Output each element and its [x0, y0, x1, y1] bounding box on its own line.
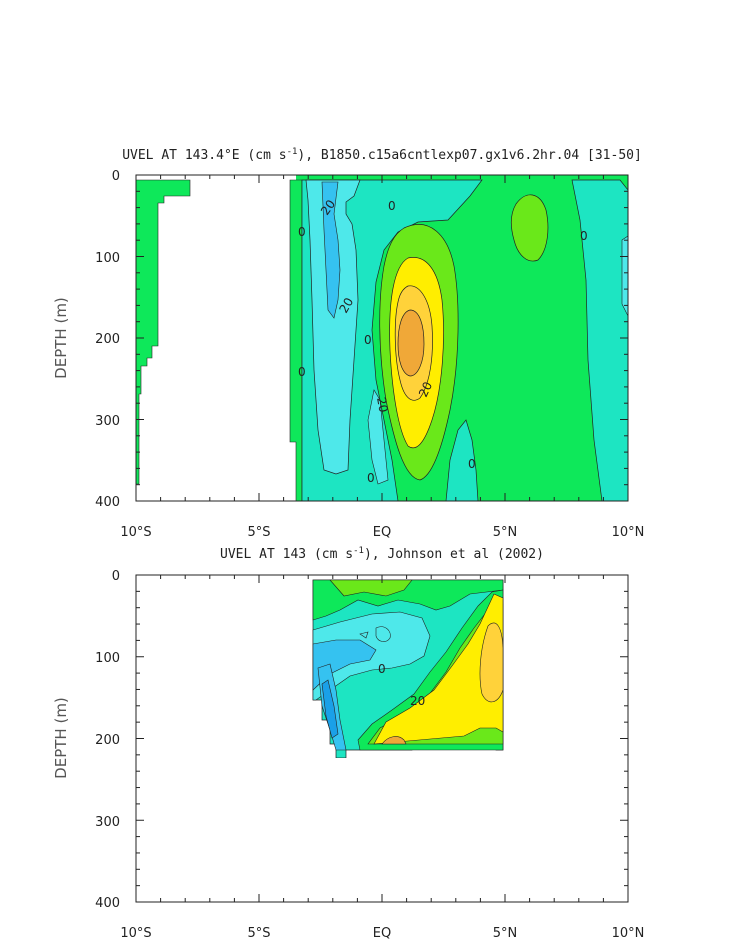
contour-blob [359, 631, 369, 639]
x-tick-label: 5°N [493, 525, 518, 540]
field-neg-deepest [321, 679, 339, 739]
x-tick-label: 10°S [120, 926, 151, 941]
field-neg-mid-west [312, 639, 377, 691]
bottom-y-ticks: 0 100 200 300 400 [95, 569, 120, 911]
y-tick-label: 400 [95, 495, 120, 510]
top-panel: UVEL AT 143.4°E (cm s-1), B1850.c15a6cnt… [52, 147, 644, 540]
y-tick-label: 300 [95, 815, 120, 830]
bottom-ticks [135, 574, 629, 903]
field-pos-core-bottom [381, 736, 407, 745]
x-tick-label: 5°S [247, 926, 270, 941]
contour-label: 0 [298, 365, 306, 379]
y-tick-label: 0 [112, 169, 120, 184]
field-pos-high-diag [373, 593, 504, 745]
top-ticks [135, 174, 629, 502]
contour-blob [375, 626, 391, 642]
field-west-wedge [136, 179, 191, 485]
x-tick-label: EQ [373, 525, 391, 540]
x-tick-label: 5°N [493, 926, 518, 941]
contour-label: 0 [388, 199, 396, 213]
y-tick-label: 0 [112, 569, 120, 584]
bottom-y-axis-label: DEPTH (m) [52, 697, 70, 779]
top-contour-field [136, 175, 628, 501]
x-tick-label: 10°S [120, 525, 151, 540]
top-y-axis-label: DEPTH (m) [52, 297, 70, 379]
y-tick-label: 100 [95, 651, 120, 666]
contour-label: 20 [416, 380, 435, 400]
contour-label: 20 [336, 295, 356, 315]
y-tick-label: 100 [95, 251, 120, 266]
y-tick-label: 400 [95, 896, 120, 911]
field-pos-higher-diag [479, 622, 504, 703]
bottom-contour-field [136, 579, 628, 902]
field-near-zero-east [571, 179, 628, 501]
bottom-panel-title: UVEL AT 143 (cm s-1), Johnson et al (200… [220, 546, 544, 562]
y-tick-label: 200 [95, 332, 120, 347]
y-tick-label: 200 [95, 733, 120, 748]
contour-label: 20 [374, 396, 390, 413]
field-neg-light [305, 179, 361, 475]
field-near-zero-lobe [445, 419, 479, 501]
top-y-ticks: 0 100 200 300 400 [95, 169, 120, 510]
field-neg-light-east [621, 235, 628, 317]
y-tick-label: 300 [95, 414, 120, 429]
top-panel-title: UVEL AT 143.4°E (cm s-1), B1850.c15a6cnt… [122, 147, 642, 163]
field-pos-core [397, 309, 425, 377]
field-neg-light-lobe [367, 389, 389, 485]
bottom-x-ticks: 10°S 5°S EQ 5°N 10°N [120, 926, 644, 941]
bottom-panel: UVEL AT 143 (cm s-1), Johnson et al (200… [52, 546, 644, 941]
contour-label: 0 [468, 457, 476, 471]
x-tick-label: 10°N [612, 926, 645, 941]
top-x-ticks: 10°S 5°S EQ 5°N 10°N [120, 525, 644, 540]
field-neg-mid [321, 181, 341, 319]
field-pos-mid-top [329, 579, 413, 597]
land-mask-bottom [136, 758, 628, 902]
x-tick-label: 10°N [612, 525, 645, 540]
field-pos-mid-north [510, 194, 549, 262]
contour-label: 0 [364, 333, 372, 347]
x-tick-label: 5°S [247, 525, 270, 540]
x-tick-label: EQ [373, 926, 391, 941]
land-mask [136, 175, 296, 501]
contour-label: 0 [367, 471, 375, 485]
contour-label: 0 [378, 662, 386, 676]
contour-label: 0 [298, 225, 306, 239]
contour-label: 20 [410, 694, 425, 708]
contour-label: 0 [580, 229, 588, 243]
